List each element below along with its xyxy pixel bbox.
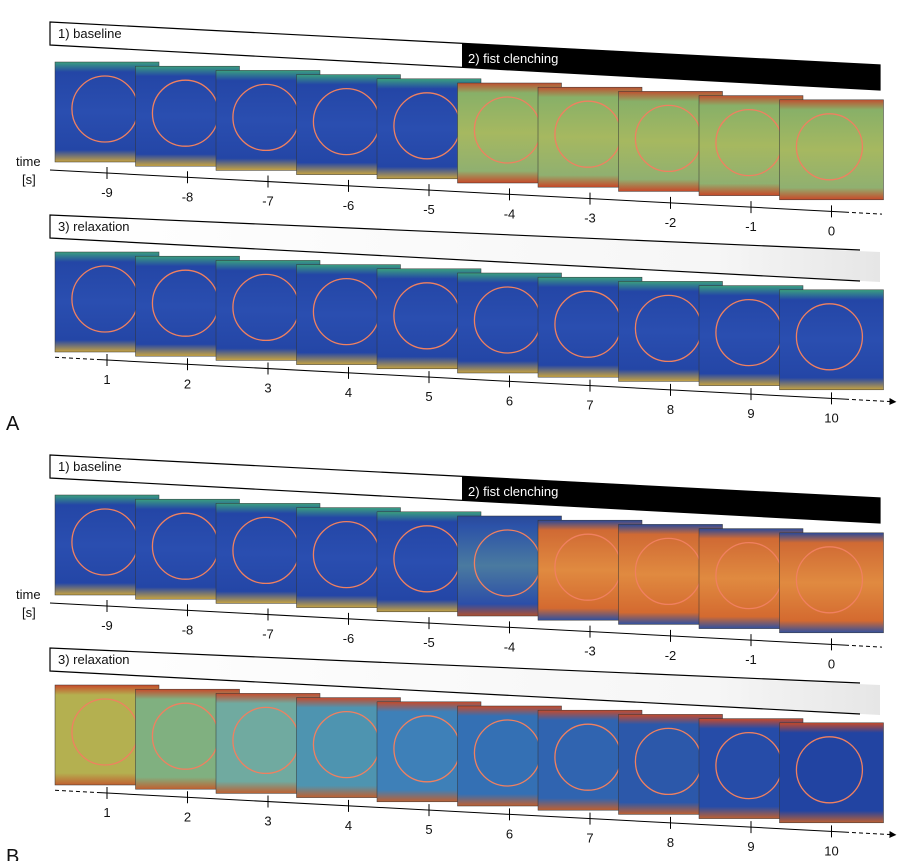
time-axis-dash [845,645,882,647]
time-tick-label: -2 [665,215,677,230]
time-tick-label: -4 [504,639,516,654]
time-tick-label: -4 [504,206,516,221]
figure: A 1) baseline 2) fist clenching time [s] -9 -8… [0,0,899,861]
time-tick-label: 5 [425,389,432,404]
time-tick-label: 3 [264,814,271,829]
time-tick-label: -1 [745,219,757,234]
time-tick-label: -3 [584,644,596,659]
ultrasound-frame [780,533,884,633]
time-tick-label: 2 [184,376,191,391]
time-tick-label: 9 [747,406,754,421]
time-tick-label: -9 [101,185,113,200]
time-tick-label: -1 [745,652,757,667]
ultrasound-frame [780,723,884,823]
time-tick-label: 0 [828,223,835,238]
phase-label: 2) fist clenching [468,51,558,66]
time-tick-label: 5 [425,822,432,837]
phase-label: 1) baseline [58,459,122,474]
axis-title: [s] [22,172,36,187]
time-axis-dash [845,212,882,214]
time-axis-dash [55,790,100,792]
phase-label: 1) baseline [58,26,122,41]
axis-title: time [16,154,41,169]
time-tick-label: 7 [586,398,593,413]
time-tick-label: 7 [586,831,593,846]
panel-label: A [6,413,20,435]
panel-label: B [6,846,19,861]
time-tick-label: -8 [182,622,194,637]
time-tick-label: 1 [103,372,110,387]
time-axis-dash [845,832,895,835]
time-tick-label: -9 [101,618,113,633]
time-tick-label: 1 [103,805,110,820]
time-tick-label: 4 [345,385,352,400]
ultrasound-frame [780,290,884,390]
time-tick-label: 10 [824,410,838,425]
time-tick-label: 3 [264,381,271,396]
time-tick-label: 8 [667,835,674,850]
axis-title: time [16,587,41,602]
time-tick-label: -7 [262,627,274,642]
time-axis-dash [55,357,100,359]
time-tick-label: 9 [747,839,754,854]
time-tick-label: -5 [423,635,435,650]
time-tick-label: -7 [262,194,274,209]
time-tick-label: -2 [665,648,677,663]
phase-label: 3) relaxation [58,219,130,234]
time-tick-label: 0 [828,656,835,671]
time-tick-label: -5 [423,202,435,217]
time-axis-dash [845,399,895,402]
time-tick-label: 10 [824,843,838,858]
time-tick-label: -6 [343,198,355,213]
time-tick-label: 6 [506,826,513,841]
ultrasound-frame [780,100,884,200]
time-tick-label: 4 [345,818,352,833]
phase-label: 2) fist clenching [468,484,558,499]
time-tick-label: -3 [584,211,596,226]
time-tick-label: 6 [506,393,513,408]
axis-title: [s] [22,605,36,620]
time-tick-label: -6 [343,631,355,646]
time-tick-label: 8 [667,402,674,417]
time-tick-label: 2 [184,809,191,824]
time-tick-label: -8 [182,189,194,204]
phase-label: 3) relaxation [58,652,130,667]
